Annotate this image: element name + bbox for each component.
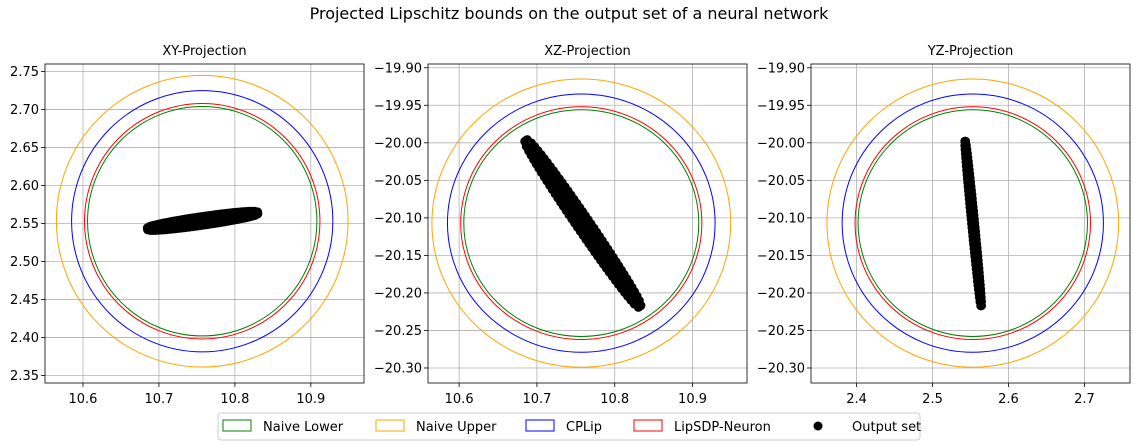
- y-tick-label: −20.05: [757, 174, 805, 189]
- y-tick-label: −19.90: [374, 61, 422, 76]
- y-tick-label: −20.20: [374, 286, 422, 301]
- naive-upper-circle: [826, 78, 1120, 368]
- y-tick-label: 2.65: [10, 141, 39, 156]
- y-tick-label: −20.25: [757, 324, 805, 339]
- subplot-title: XZ-Projection: [544, 44, 631, 59]
- y-tick-label: −20.25: [374, 324, 422, 339]
- x-tick-label: 2.6: [998, 392, 1019, 407]
- x-tick-label: 10.9: [296, 392, 325, 407]
- y-tick-label: 2.35: [10, 369, 39, 384]
- y-tick-label: −19.95: [374, 99, 422, 114]
- x-tick-label: 10.7: [522, 392, 551, 407]
- legend-label: Output set: [852, 420, 921, 435]
- y-tick-label: −20.30: [757, 361, 805, 376]
- subplot-1: 10.6 10.7 10.8 10.9 2.35 2.40 2.45 2.50 2.55 2.60…: [10, 44, 365, 407]
- y-tick-label: −20.15: [374, 249, 422, 264]
- lipsdp-neuron-circle: [854, 106, 1092, 340]
- subplot-title: XY-Projection: [162, 44, 246, 59]
- legend-swatch: [525, 419, 555, 432]
- plot-area: [826, 78, 1120, 368]
- legend-item: Naive Lower: [222, 419, 344, 435]
- y-tick-label: −19.90: [757, 61, 805, 76]
- y-tick-label: 2.55: [10, 217, 39, 232]
- subplot-panels: 10.6 10.7 10.8 10.9 2.35 2.40 2.45 2.50 2.55 2.60…: [10, 44, 1131, 407]
- y-tick-label: −20.05: [374, 174, 422, 189]
- legend-swatch: [633, 419, 663, 432]
- cplip-circle: [841, 93, 1104, 353]
- output-set-point: [253, 209, 263, 219]
- axes-frame: [810, 63, 1131, 384]
- axes-frame: [427, 63, 748, 384]
- x-tick-label: 10.9: [678, 392, 707, 407]
- output-set-point: [976, 301, 986, 311]
- plot-area: [55, 74, 349, 368]
- x-tick-label: 2.4: [846, 392, 867, 407]
- naive-upper-circle: [431, 78, 732, 368]
- figure-title: Projected Lipschitz bounds on the output…: [310, 4, 830, 23]
- legend-item: LipSDP-Neuron: [633, 419, 771, 435]
- x-tick-label: 10.6: [68, 392, 97, 407]
- y-tick-label: −20.00: [757, 136, 805, 151]
- legend-label: LipSDP-Neuron: [674, 420, 771, 435]
- naive-lower-circle: [463, 109, 700, 337]
- legend: Naive Lower Naive Upper CPLip LipSDP-Neuron…: [217, 412, 921, 441]
- subplot-3: 2.4 2.5 2.6 2.7 −19.90 −19.95 −20.00 −20.05 −20.…: [757, 44, 1131, 407]
- x-tick-label: 10.8: [600, 392, 629, 407]
- output-set-point: [633, 302, 643, 312]
- y-tick-label: 2.45: [10, 293, 39, 308]
- legend-item: Naive Upper: [375, 419, 497, 435]
- subplot-title: YZ-Projection: [927, 44, 1014, 59]
- naive-upper-circle: [55, 74, 349, 368]
- y-tick-label: −19.95: [757, 99, 805, 114]
- naive-lower-circle: [857, 109, 1088, 337]
- x-tick-label: 10.8: [220, 392, 249, 407]
- x-tick-label: 2.5: [922, 392, 943, 407]
- x-tick-label: 10.6: [445, 392, 474, 407]
- y-tick-label: −20.00: [374, 136, 422, 151]
- subplot-2: 10.6 10.7 10.8 10.9 −19.90 −19.95 −20.00 −20.05…: [374, 44, 748, 407]
- y-tick-label: 2.60: [10, 179, 39, 194]
- y-tick-label: 2.40: [10, 331, 39, 346]
- y-tick-label: −20.10: [757, 211, 805, 226]
- legend-label: Naive Upper: [416, 420, 497, 435]
- legend-label: Naive Lower: [263, 420, 344, 435]
- plot-area: [431, 78, 732, 368]
- x-tick-label: 2.7: [1074, 392, 1095, 407]
- lipsdp-neuron-circle: [83, 102, 321, 340]
- legend-item: Output set: [813, 420, 921, 435]
- y-tick-label: −20.10: [374, 211, 422, 226]
- naive-lower-circle: [87, 106, 318, 337]
- y-tick-label: 2.70: [10, 103, 39, 118]
- y-tick-label: −20.30: [374, 361, 422, 376]
- legend-item: CPLip: [525, 419, 602, 435]
- x-tick-label: 10.7: [144, 392, 173, 407]
- legend-marker: [813, 421, 823, 431]
- y-tick-label: 2.75: [10, 65, 39, 80]
- y-tick-label: 2.50: [10, 255, 39, 270]
- cplip-circle: [71, 90, 334, 353]
- legend-swatch: [375, 419, 405, 432]
- y-tick-label: −20.15: [757, 249, 805, 264]
- lipsdp-neuron-circle: [460, 106, 703, 340]
- legend-label: CPLip: [566, 420, 602, 435]
- y-tick-label: −20.20: [757, 286, 805, 301]
- cplip-circle: [446, 93, 716, 353]
- legend-swatch: [222, 419, 252, 432]
